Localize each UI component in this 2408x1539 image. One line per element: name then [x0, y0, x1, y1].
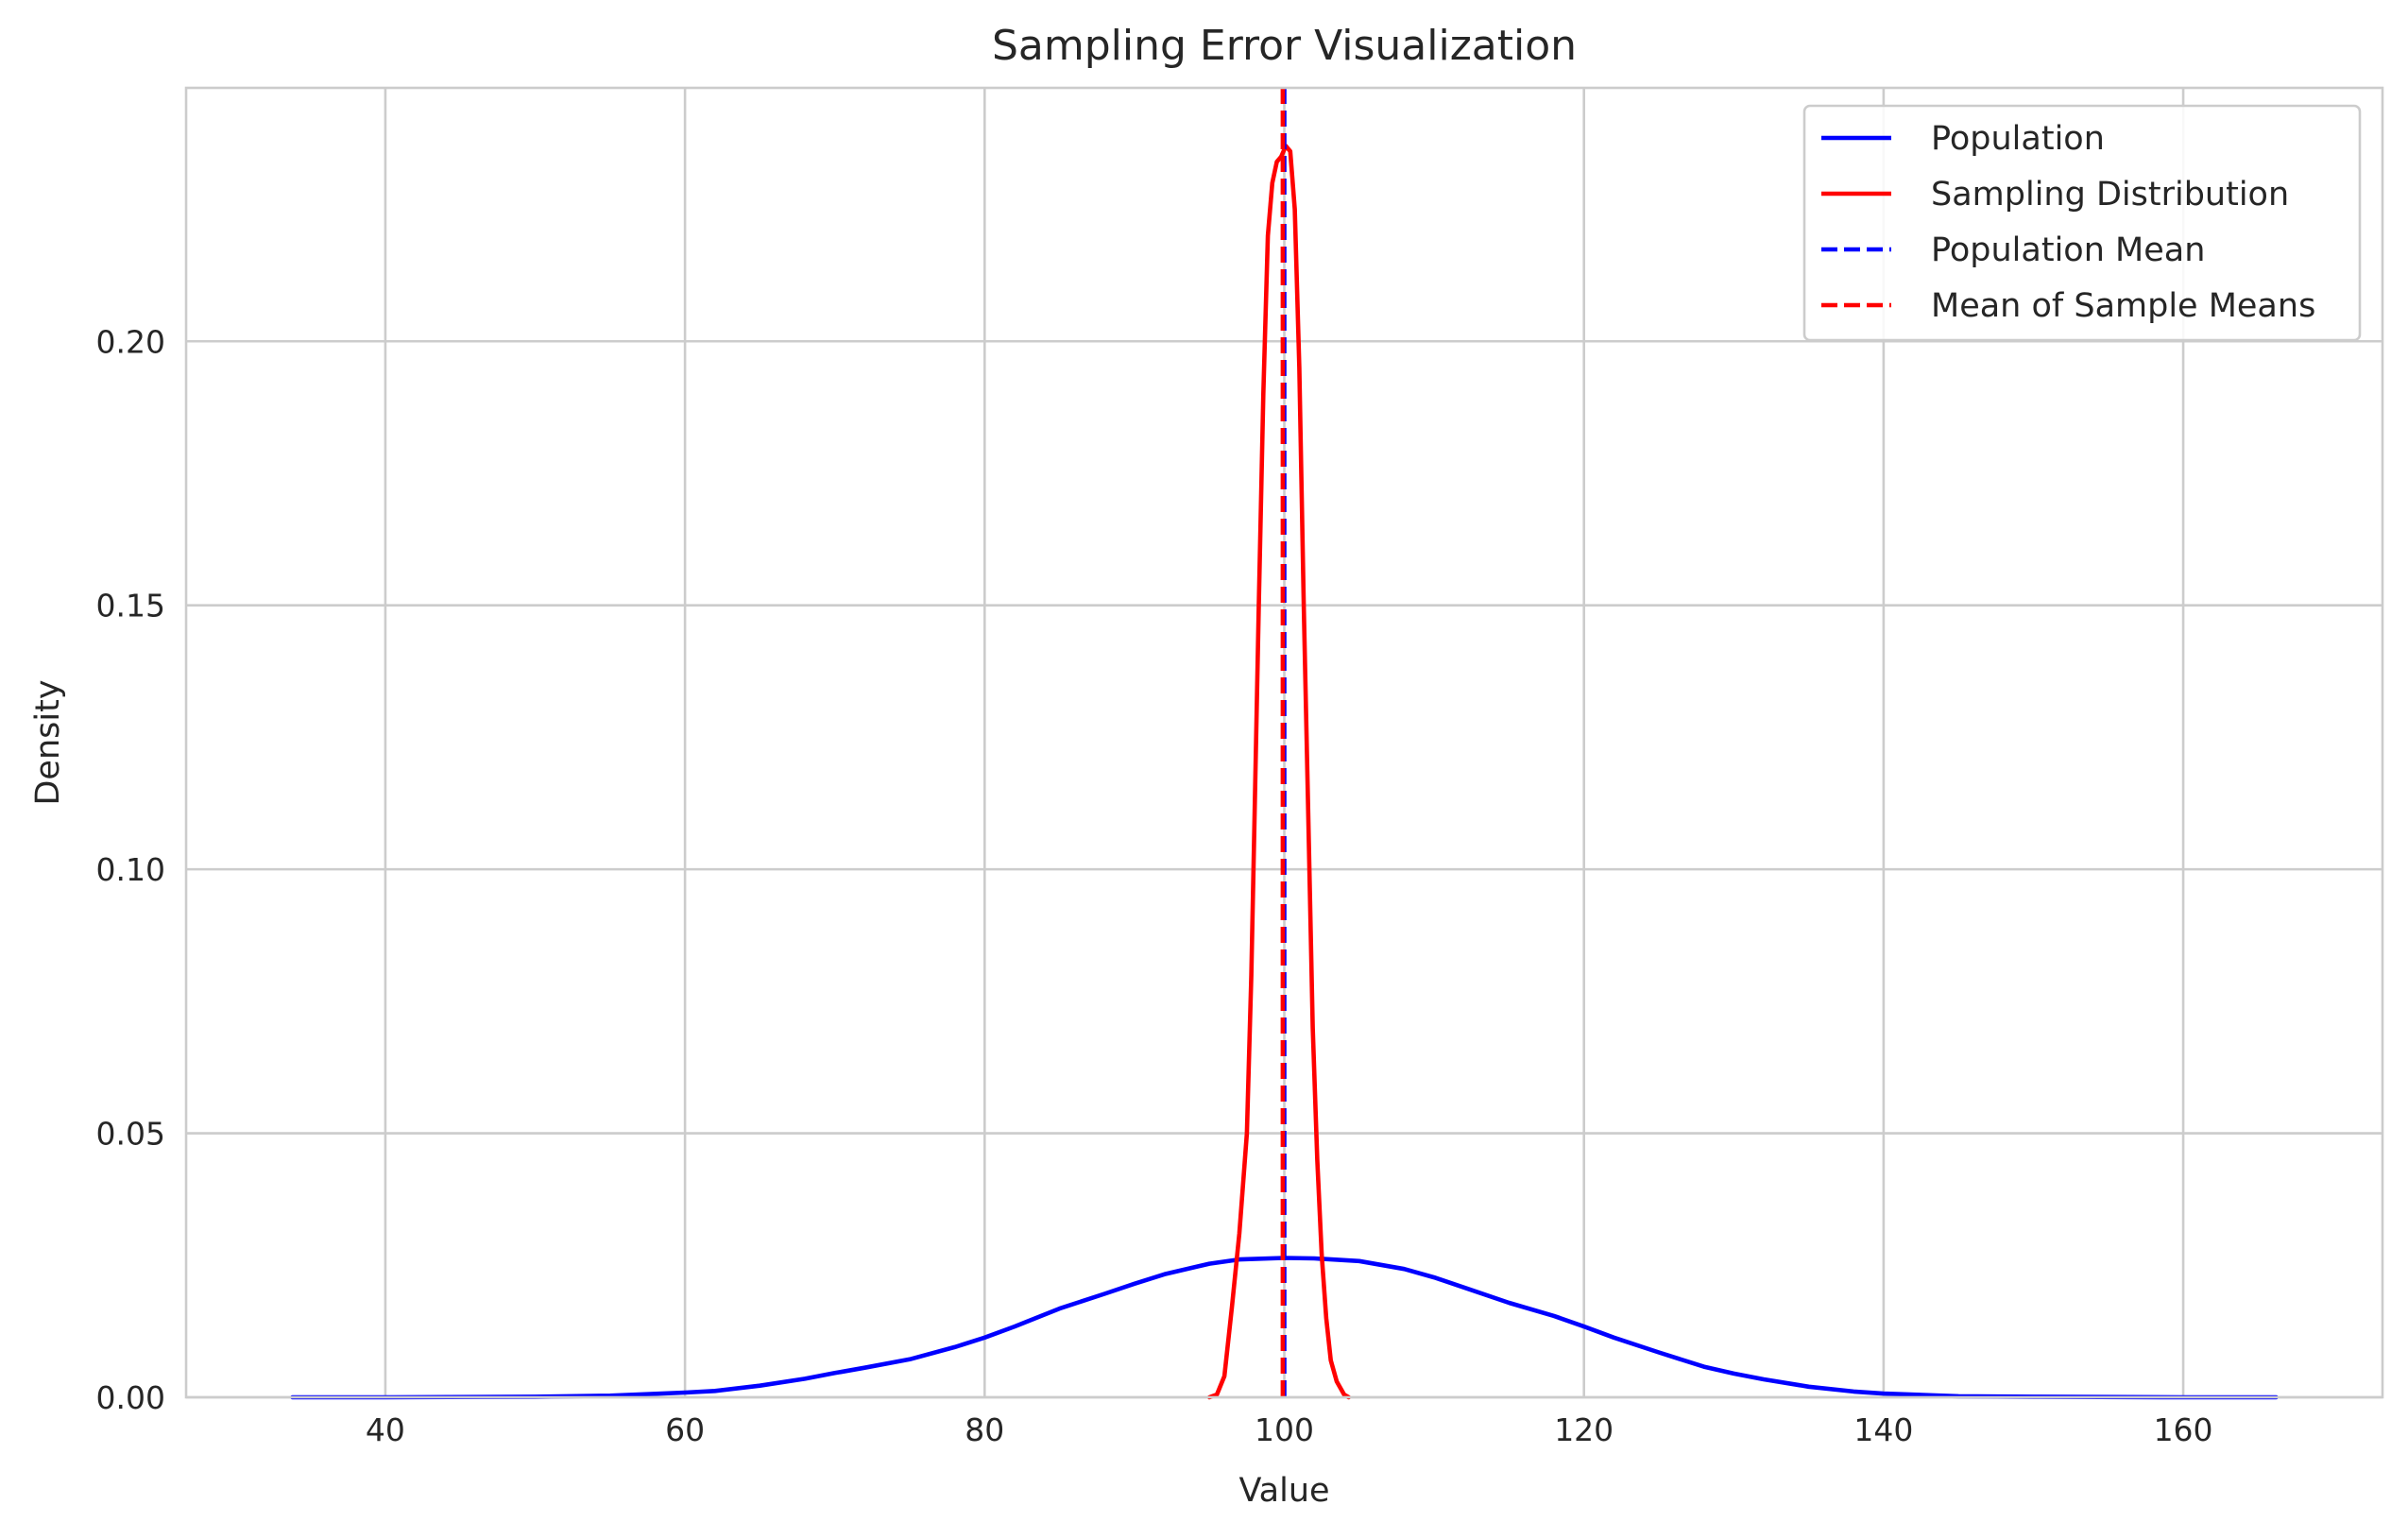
- x-tick-label: 140: [1853, 1411, 1913, 1448]
- ticks: 40 60 80 100 120 140 160 0.00 0.05 0.10 0.15 0.20: [96, 323, 2213, 1448]
- legend: Population Sampling Distribution Populatio…: [1802, 104, 2362, 342]
- chart-title: Sampling Error Visualization: [992, 22, 1577, 70]
- legend-label: Sampling Distribution: [1931, 176, 2289, 214]
- legend-label: Population: [1931, 120, 2105, 158]
- y-tick-label: 0.10: [96, 851, 165, 888]
- legend-label: Mean of Sample Means: [1931, 287, 2315, 325]
- x-tick-label: 80: [965, 1411, 1004, 1448]
- x-tick-label: 100: [1255, 1411, 1314, 1448]
- plot-lines: [290, 88, 2279, 1400]
- x-tick-label: 120: [1554, 1411, 1614, 1448]
- series-sampling-distribution: [1206, 144, 1351, 1400]
- y-axis-label: Density: [29, 679, 67, 805]
- legend-box: [1802, 104, 2362, 342]
- y-tick-label: 0.15: [96, 588, 165, 624]
- x-tick-label: 40: [366, 1411, 405, 1448]
- y-tick-label: 0.00: [96, 1379, 165, 1416]
- x-axis-label: Value: [1238, 1472, 1329, 1510]
- plot-frame: [184, 86, 2384, 1399]
- x-tick-label: 160: [2154, 1411, 2213, 1448]
- y-tick-label: 0.20: [96, 323, 165, 360]
- y-tick-label: 0.05: [96, 1116, 165, 1153]
- x-tick-label: 60: [665, 1411, 705, 1448]
- legend-label: Population Mean: [1931, 231, 2205, 269]
